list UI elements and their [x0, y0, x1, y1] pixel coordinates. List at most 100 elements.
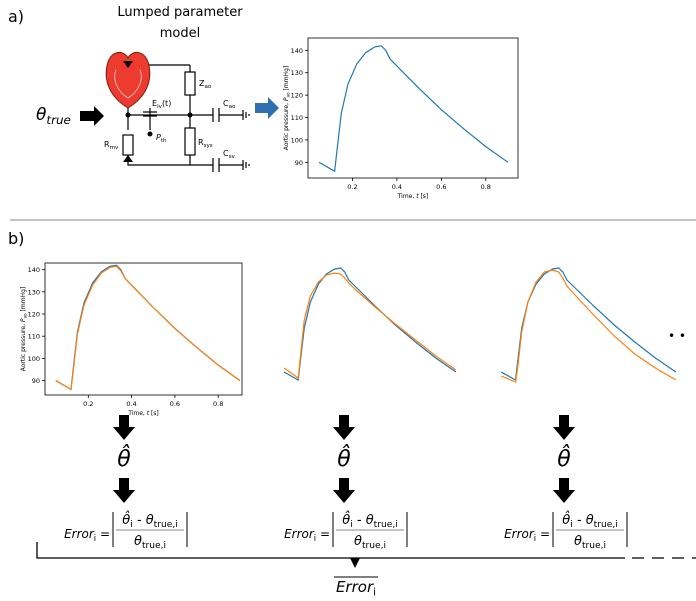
text-part: true — [46, 113, 70, 127]
text-part: θ̂ — [342, 511, 350, 528]
text-part: ao — [285, 92, 290, 98]
text-part: mv — [110, 145, 119, 151]
series-line — [318, 45, 509, 173]
y-tick-label: 90 — [32, 377, 40, 385]
text-part: P — [156, 133, 161, 142]
label: θtrue,i — [354, 534, 386, 551]
abs-bars — [332, 512, 408, 547]
text-part: Error — [64, 527, 95, 541]
mean-error: Errori — [336, 578, 376, 599]
text-part: P — [20, 318, 27, 322]
text-part: Error — [504, 527, 535, 541]
arrow — [333, 415, 355, 440]
component-label: Elv(t) — [152, 99, 171, 110]
label: Errori = — [504, 527, 550, 543]
plot-frame — [44, 262, 243, 396]
model-title: Lumped parameter — [117, 5, 243, 20]
theta-hat: θ̂ — [117, 445, 131, 472]
text-part: th — [161, 138, 167, 144]
text-part: = — [316, 527, 330, 541]
arrow — [333, 478, 355, 503]
label: θtrue,i — [134, 534, 166, 551]
text-part: Aortic pressure, — [283, 101, 290, 150]
text-part: C — [223, 99, 229, 108]
arrow — [553, 478, 575, 503]
y-tick-label: 130 — [291, 69, 303, 77]
component-label: Zao — [199, 79, 212, 90]
y-tick-label: 100 — [28, 355, 40, 363]
text-part: ao — [229, 104, 236, 110]
text-part: Time, — [397, 193, 417, 200]
series-line — [283, 267, 457, 381]
y-tick-label: 130 — [28, 288, 40, 296]
text-part: ao — [204, 84, 211, 90]
text-part: i — [534, 533, 536, 543]
series-line — [500, 269, 677, 383]
y-tick-label: 90 — [295, 159, 303, 167]
arrow — [113, 478, 135, 503]
text-part: - θ — [353, 513, 374, 528]
y-tick-label: 100 — [291, 136, 303, 144]
text-part: R — [198, 138, 204, 147]
label: Errori = — [284, 527, 330, 543]
series-line — [500, 267, 677, 381]
x-tick-label: 0.2 — [347, 183, 357, 191]
label: Aortic pressure, Pao [mmHg] — [283, 66, 291, 150]
label: θ̂i - θtrue,i — [342, 511, 398, 531]
text-part: - θ — [573, 513, 594, 528]
series-line — [55, 265, 241, 391]
text-part: [mmHg] — [20, 287, 27, 314]
text-part: θ̂ — [562, 511, 570, 528]
label: Aortic pressure, Pao [mmHg] — [20, 287, 28, 371]
text-part: i — [373, 587, 376, 599]
text-part: t — [147, 410, 150, 417]
text-part: i — [130, 520, 133, 530]
text-part: Z — [199, 79, 205, 88]
text-part: i — [314, 533, 316, 543]
y-tick-label: 120 — [291, 92, 303, 100]
text-part: t — [416, 193, 419, 200]
text-part: P — [283, 97, 290, 101]
text-part: [s] — [419, 193, 429, 200]
x-tick-label: 0.8 — [481, 183, 491, 191]
y-tick-label: 140 — [291, 47, 303, 55]
text-part: sv — [229, 154, 236, 160]
theta-true: θtrue — [36, 105, 71, 127]
text-part: θ — [354, 534, 362, 549]
label: Time, t [s] — [397, 193, 429, 200]
component-label: Cao — [223, 99, 236, 110]
label: θ̂i - θtrue,i — [562, 511, 618, 531]
x-tick-label: 0.4 — [392, 183, 402, 191]
panel-label: a) — [8, 7, 24, 26]
abs-bars — [552, 512, 628, 547]
label: Time, t [s] — [127, 410, 159, 417]
text-part: i — [350, 520, 353, 530]
text-part: true,i — [582, 541, 606, 551]
component-label: Rmv — [104, 140, 119, 151]
text-part: true,i — [374, 520, 398, 530]
text-part: [s] — [149, 410, 159, 417]
x-tick-label: 0.6 — [436, 183, 446, 191]
model-title: model — [160, 26, 200, 41]
text-part: ao — [22, 313, 27, 319]
text-part: θ — [36, 105, 47, 125]
text-part: E — [152, 99, 157, 108]
text-part: = — [536, 527, 550, 541]
arrow — [255, 97, 279, 119]
label: Errori = — [64, 527, 110, 543]
text-part: true,i — [594, 520, 618, 530]
text-part: Time, — [127, 410, 147, 417]
y-tick-label: 140 — [28, 266, 40, 274]
series-line — [55, 264, 241, 391]
text-part: Error — [284, 527, 315, 541]
plot-frame — [307, 37, 519, 179]
x-tick-label: 0.6 — [170, 400, 180, 408]
text-part: true,i — [362, 541, 386, 551]
text-part: i — [94, 533, 96, 543]
text-part: θ̂ — [122, 511, 130, 528]
circuit — [105, 52, 250, 172]
text-part: Error — [336, 578, 374, 596]
x-tick-label: 0.8 — [213, 400, 223, 408]
series-line — [283, 272, 457, 380]
text-part: θ — [574, 534, 582, 549]
